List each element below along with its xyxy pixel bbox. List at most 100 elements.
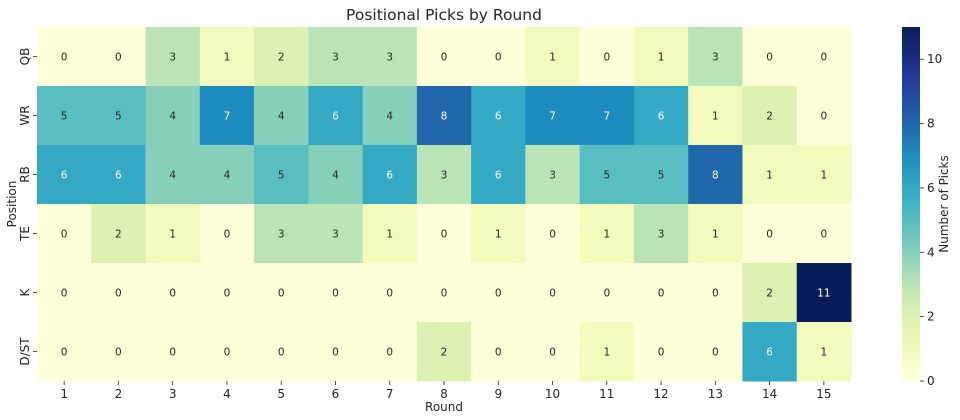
- heatmap-cell: [796, 86, 852, 146]
- heatmap-cell: [633, 322, 689, 382]
- cell-value-label: 3: [549, 170, 556, 182]
- cell-value-label: 0: [386, 288, 393, 300]
- cell-value-label: 6: [766, 347, 773, 359]
- x-tick-label: 7: [386, 387, 394, 401]
- heatmap-cell: [199, 86, 255, 146]
- heatmap-cell: [525, 322, 581, 382]
- x-tick-label: 9: [494, 387, 502, 401]
- heatmap-cell: [579, 145, 635, 205]
- cell-value-label: 6: [115, 170, 122, 182]
- heatmap-cell: [254, 86, 309, 146]
- heatmap-cell: [37, 27, 92, 87]
- y-axis-ticks: QB WR RB TE K D/ST: [18, 48, 37, 366]
- cell-value-label: 0: [658, 288, 665, 300]
- y-tick-label: D/ST: [18, 337, 32, 366]
- x-tick-label: 15: [816, 387, 831, 401]
- heatmap-cell: [633, 204, 689, 264]
- cell-value-label: 0: [495, 347, 502, 359]
- heatmap-cell: [416, 86, 472, 146]
- heatmap-cell: [633, 263, 689, 323]
- cell-value-label: 1: [386, 229, 393, 241]
- cell-value-label: 1: [766, 170, 773, 182]
- heatmap-cell: [633, 86, 689, 146]
- cell-value-label: 0: [115, 288, 122, 300]
- cell-value-label: 0: [278, 347, 285, 359]
- cell-value-label: 4: [278, 111, 285, 123]
- cell-value-label: 2: [115, 229, 122, 241]
- cell-value-label: 6: [332, 111, 339, 123]
- heatmap-cell: [742, 145, 798, 205]
- heatmap-cell: [688, 145, 743, 205]
- heatmap-cell: [308, 204, 364, 264]
- cell-value-label: 3: [712, 52, 719, 64]
- cell-value-label: 2: [766, 288, 773, 300]
- heatmap-cell: [37, 204, 92, 264]
- y-axis-title: Position: [5, 181, 19, 228]
- colorbar-tick-label: 0: [927, 374, 935, 388]
- cell-value-label: 6: [658, 111, 665, 123]
- cell-value-label: 0: [332, 347, 339, 359]
- chart-title: Positional Picks by Round: [346, 6, 542, 24]
- cell-value-label: 7: [224, 111, 231, 123]
- cell-value-label: 0: [169, 288, 176, 300]
- heatmap-cell: [145, 145, 201, 205]
- heatmap-cell: [796, 204, 852, 264]
- heatmap-cell: [254, 322, 309, 382]
- cell-value-label: 2: [441, 347, 448, 359]
- x-tick-label: 11: [599, 387, 614, 401]
- heatmap-cell: [91, 263, 147, 323]
- cell-value-label: 0: [224, 229, 231, 241]
- cell-value-label: 3: [658, 229, 665, 241]
- cell-value-label: 6: [61, 170, 68, 182]
- cell-value-label: 0: [332, 288, 339, 300]
- heatmap-cell: [742, 204, 798, 264]
- heatmap-cells: 0 0 3 1 2 3 3 0 0 1 0 1 3 0 0 5 5 4 7 4 6 4 8 6 7 7 6 1 2 0 6 6 4 4 5 4 6 3 6 3…: [37, 27, 852, 382]
- x-tick-label: 2: [115, 387, 123, 401]
- heatmap-cell: [579, 322, 635, 382]
- heatmap-cell: [199, 27, 255, 87]
- cell-value-label: 4: [169, 111, 176, 123]
- cell-value-label: 0: [441, 229, 448, 241]
- heatmap-cell: [525, 204, 581, 264]
- heatmap-cell: [199, 145, 255, 205]
- heatmap-cell: [471, 322, 526, 382]
- x-tick-label: 14: [762, 387, 777, 401]
- heatmap-cell: [742, 263, 798, 323]
- cell-value-label: 7: [549, 111, 556, 123]
- heatmap-cell: [688, 27, 743, 87]
- heatmap-cell: [145, 86, 201, 146]
- heatmap-cell: [91, 322, 147, 382]
- cell-value-label: 6: [386, 170, 393, 182]
- cell-value-label: 0: [386, 347, 393, 359]
- heatmap-cell: [199, 204, 255, 264]
- heatmap-cell: [742, 322, 798, 382]
- cell-value-label: 3: [386, 52, 393, 64]
- cell-value-label: 3: [169, 52, 176, 64]
- cell-value-label: 0: [495, 288, 502, 300]
- heatmap-cell: [579, 27, 635, 87]
- heatmap-cell: [796, 145, 852, 205]
- cell-value-label: 0: [603, 52, 610, 64]
- cell-value-label: 3: [332, 229, 339, 241]
- x-tick-label: 13: [708, 387, 723, 401]
- heatmap-cell: [416, 204, 472, 264]
- cell-value-label: 0: [61, 52, 68, 64]
- heatmap-cell: [471, 263, 526, 323]
- cell-value-label: 0: [549, 229, 556, 241]
- heatmap-cell: [688, 86, 743, 146]
- heatmap-cell: [525, 86, 581, 146]
- cell-value-label: 5: [658, 170, 665, 182]
- heatmap-cell: [742, 86, 798, 146]
- heatmap-cell: [471, 204, 526, 264]
- cell-value-label: 4: [169, 170, 176, 182]
- cell-value-label: 5: [603, 170, 610, 182]
- cell-value-label: 0: [603, 288, 610, 300]
- heatmap-cell: [254, 145, 309, 205]
- cell-value-label: 0: [712, 288, 719, 300]
- heatmap-cell: [254, 263, 309, 323]
- cell-value-label: 0: [441, 52, 448, 64]
- heatmap-cell: [91, 204, 147, 264]
- heatmap-cell: [91, 145, 147, 205]
- colorbar-tick-label: 8: [927, 117, 935, 131]
